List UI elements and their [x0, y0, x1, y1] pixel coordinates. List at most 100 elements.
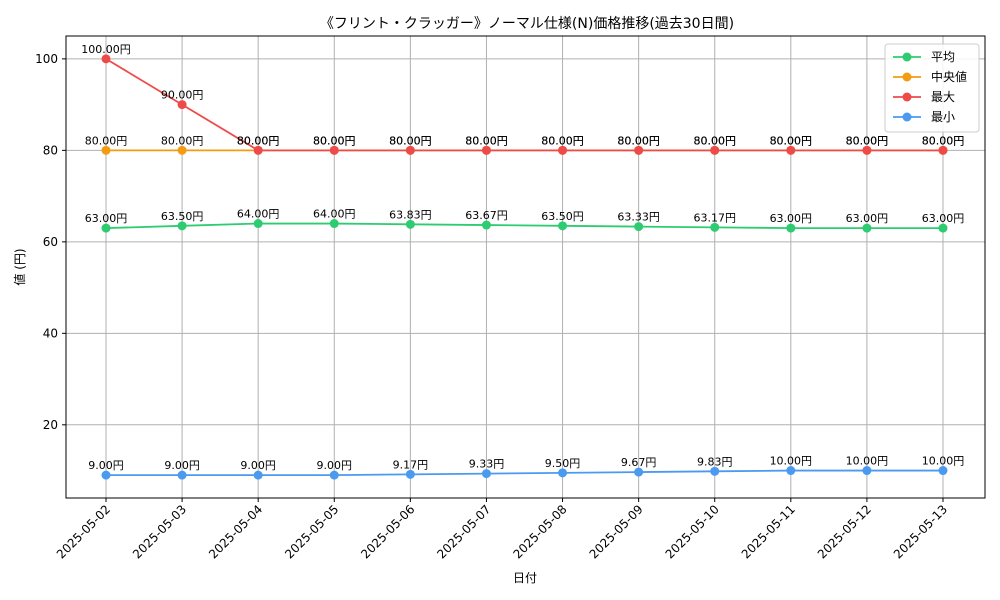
data-point [634, 467, 644, 477]
data-label: 80.00円 [313, 134, 356, 147]
data-label: 80.00円 [465, 134, 508, 147]
x-tick-label: 2025-05-04 [206, 502, 265, 561]
data-point [710, 145, 720, 155]
data-point [405, 219, 415, 229]
series-line [105, 58, 943, 152]
data-label: 80.00円 [85, 134, 128, 147]
data-label: 80.00円 [389, 134, 432, 147]
data-point [329, 470, 339, 480]
data-point [329, 219, 339, 229]
data-label: 80.00円 [465, 134, 508, 147]
data-point [786, 223, 796, 233]
y-tick-label: 20 [43, 418, 58, 432]
data-label: 80.00円 [922, 134, 965, 147]
data-label: 63.00円 [770, 212, 813, 225]
data-point [405, 469, 415, 479]
data-point [558, 145, 568, 155]
data-point [253, 145, 263, 155]
data-label: 80.00円 [770, 134, 813, 147]
data-point [710, 466, 720, 476]
data-label: 10.00円 [922, 455, 965, 468]
data-point [177, 145, 187, 155]
series-layer [101, 54, 948, 480]
data-point [253, 470, 263, 480]
data-label: 9.00円 [317, 459, 353, 472]
chart-title: 《フリント・クラッガー》ノーマル仕様(N)価格推移(過去30日間) [320, 16, 734, 32]
data-point [329, 145, 339, 155]
x-tick-label: 2025-05-05 [282, 502, 341, 561]
data-label: 63.50円 [541, 210, 584, 223]
data-point [481, 145, 491, 155]
data-label: 63.00円 [846, 212, 889, 225]
series-line [105, 222, 943, 230]
data-labels: 63.00円 63.50円 64.00円 64.00円 63.83円 63.67円 63.5… [81, 43, 964, 472]
data-point [634, 145, 644, 155]
data-point [101, 223, 111, 233]
data-label: 80.00円 [922, 134, 965, 147]
data-label: 80.00円 [617, 134, 660, 147]
x-tick-label: 2025-05-08 [510, 502, 569, 561]
data-label: 80.00円 [617, 134, 660, 147]
x-axis-label: 日付 [513, 571, 537, 585]
data-label: 9.17円 [393, 458, 429, 471]
data-label: 63.50円 [161, 210, 204, 223]
data-label: 63.83円 [389, 208, 432, 221]
data-label: 80.00円 [237, 134, 280, 147]
data-point [938, 223, 948, 233]
legend-box [884, 43, 980, 133]
legend-entry: 中央値 [931, 69, 967, 84]
data-label: 63.33円 [617, 211, 660, 224]
data-label: 63.00円 [922, 212, 965, 225]
data-point [177, 470, 187, 480]
data-point [862, 223, 872, 233]
data-point [101, 145, 111, 155]
x-tick-label: 2025-05-06 [358, 502, 417, 561]
y-tick-label: 80 [43, 143, 58, 157]
data-point [862, 466, 872, 476]
data-label: 10.00円 [846, 455, 889, 468]
data-label: 63.17円 [693, 211, 736, 224]
data-point [786, 466, 796, 476]
x-tick-label: 2025-05-11 [739, 502, 798, 561]
data-label: 80.00円 [846, 134, 889, 147]
data-label: 80.00円 [846, 134, 889, 147]
data-point [405, 145, 415, 155]
data-label: 9.33円 [469, 458, 505, 471]
y-axis-label: 値 (円) [12, 248, 27, 285]
data-label: 80.00円 [313, 134, 356, 147]
legend-entry: 最小 [931, 110, 955, 124]
data-label: 9.00円 [240, 459, 276, 472]
data-label: 80.00円 [541, 134, 584, 147]
data-label: 9.00円 [164, 459, 200, 472]
x-tick-label: 2025-05-09 [587, 502, 646, 561]
y-axis: 20 40 60 80 100 [35, 52, 66, 432]
grid [66, 36, 985, 498]
data-label: 64.00円 [313, 208, 356, 221]
data-point [938, 466, 948, 476]
data-label: 80.00円 [693, 134, 736, 147]
data-label: 80.00円 [389, 134, 432, 147]
data-point [710, 222, 720, 232]
x-tick-label: 2025-05-07 [434, 502, 493, 561]
data-point [177, 221, 187, 231]
data-point [481, 220, 491, 230]
y-tick-label: 100 [35, 52, 58, 66]
data-label: 80.00円 [770, 134, 813, 147]
series-line [106, 469, 943, 477]
y-tick-label: 60 [43, 235, 58, 249]
x-tick-label: 2025-05-13 [891, 502, 950, 561]
y-tick-label: 40 [43, 326, 58, 340]
legend-entry: 最大 [931, 90, 955, 104]
x-tick-label: 2025-05-02 [54, 502, 113, 561]
data-label: 90.00円 [161, 89, 204, 102]
data-label: 9.67円 [621, 456, 657, 469]
data-label: 10.00円 [770, 455, 813, 468]
x-tick-label: 2025-05-12 [815, 502, 874, 561]
data-label: 80.00円 [161, 134, 204, 147]
data-point [177, 100, 187, 110]
data-point [481, 469, 491, 479]
data-label: 63.67円 [465, 209, 508, 222]
data-point [938, 145, 948, 155]
legend-marker [902, 72, 912, 82]
